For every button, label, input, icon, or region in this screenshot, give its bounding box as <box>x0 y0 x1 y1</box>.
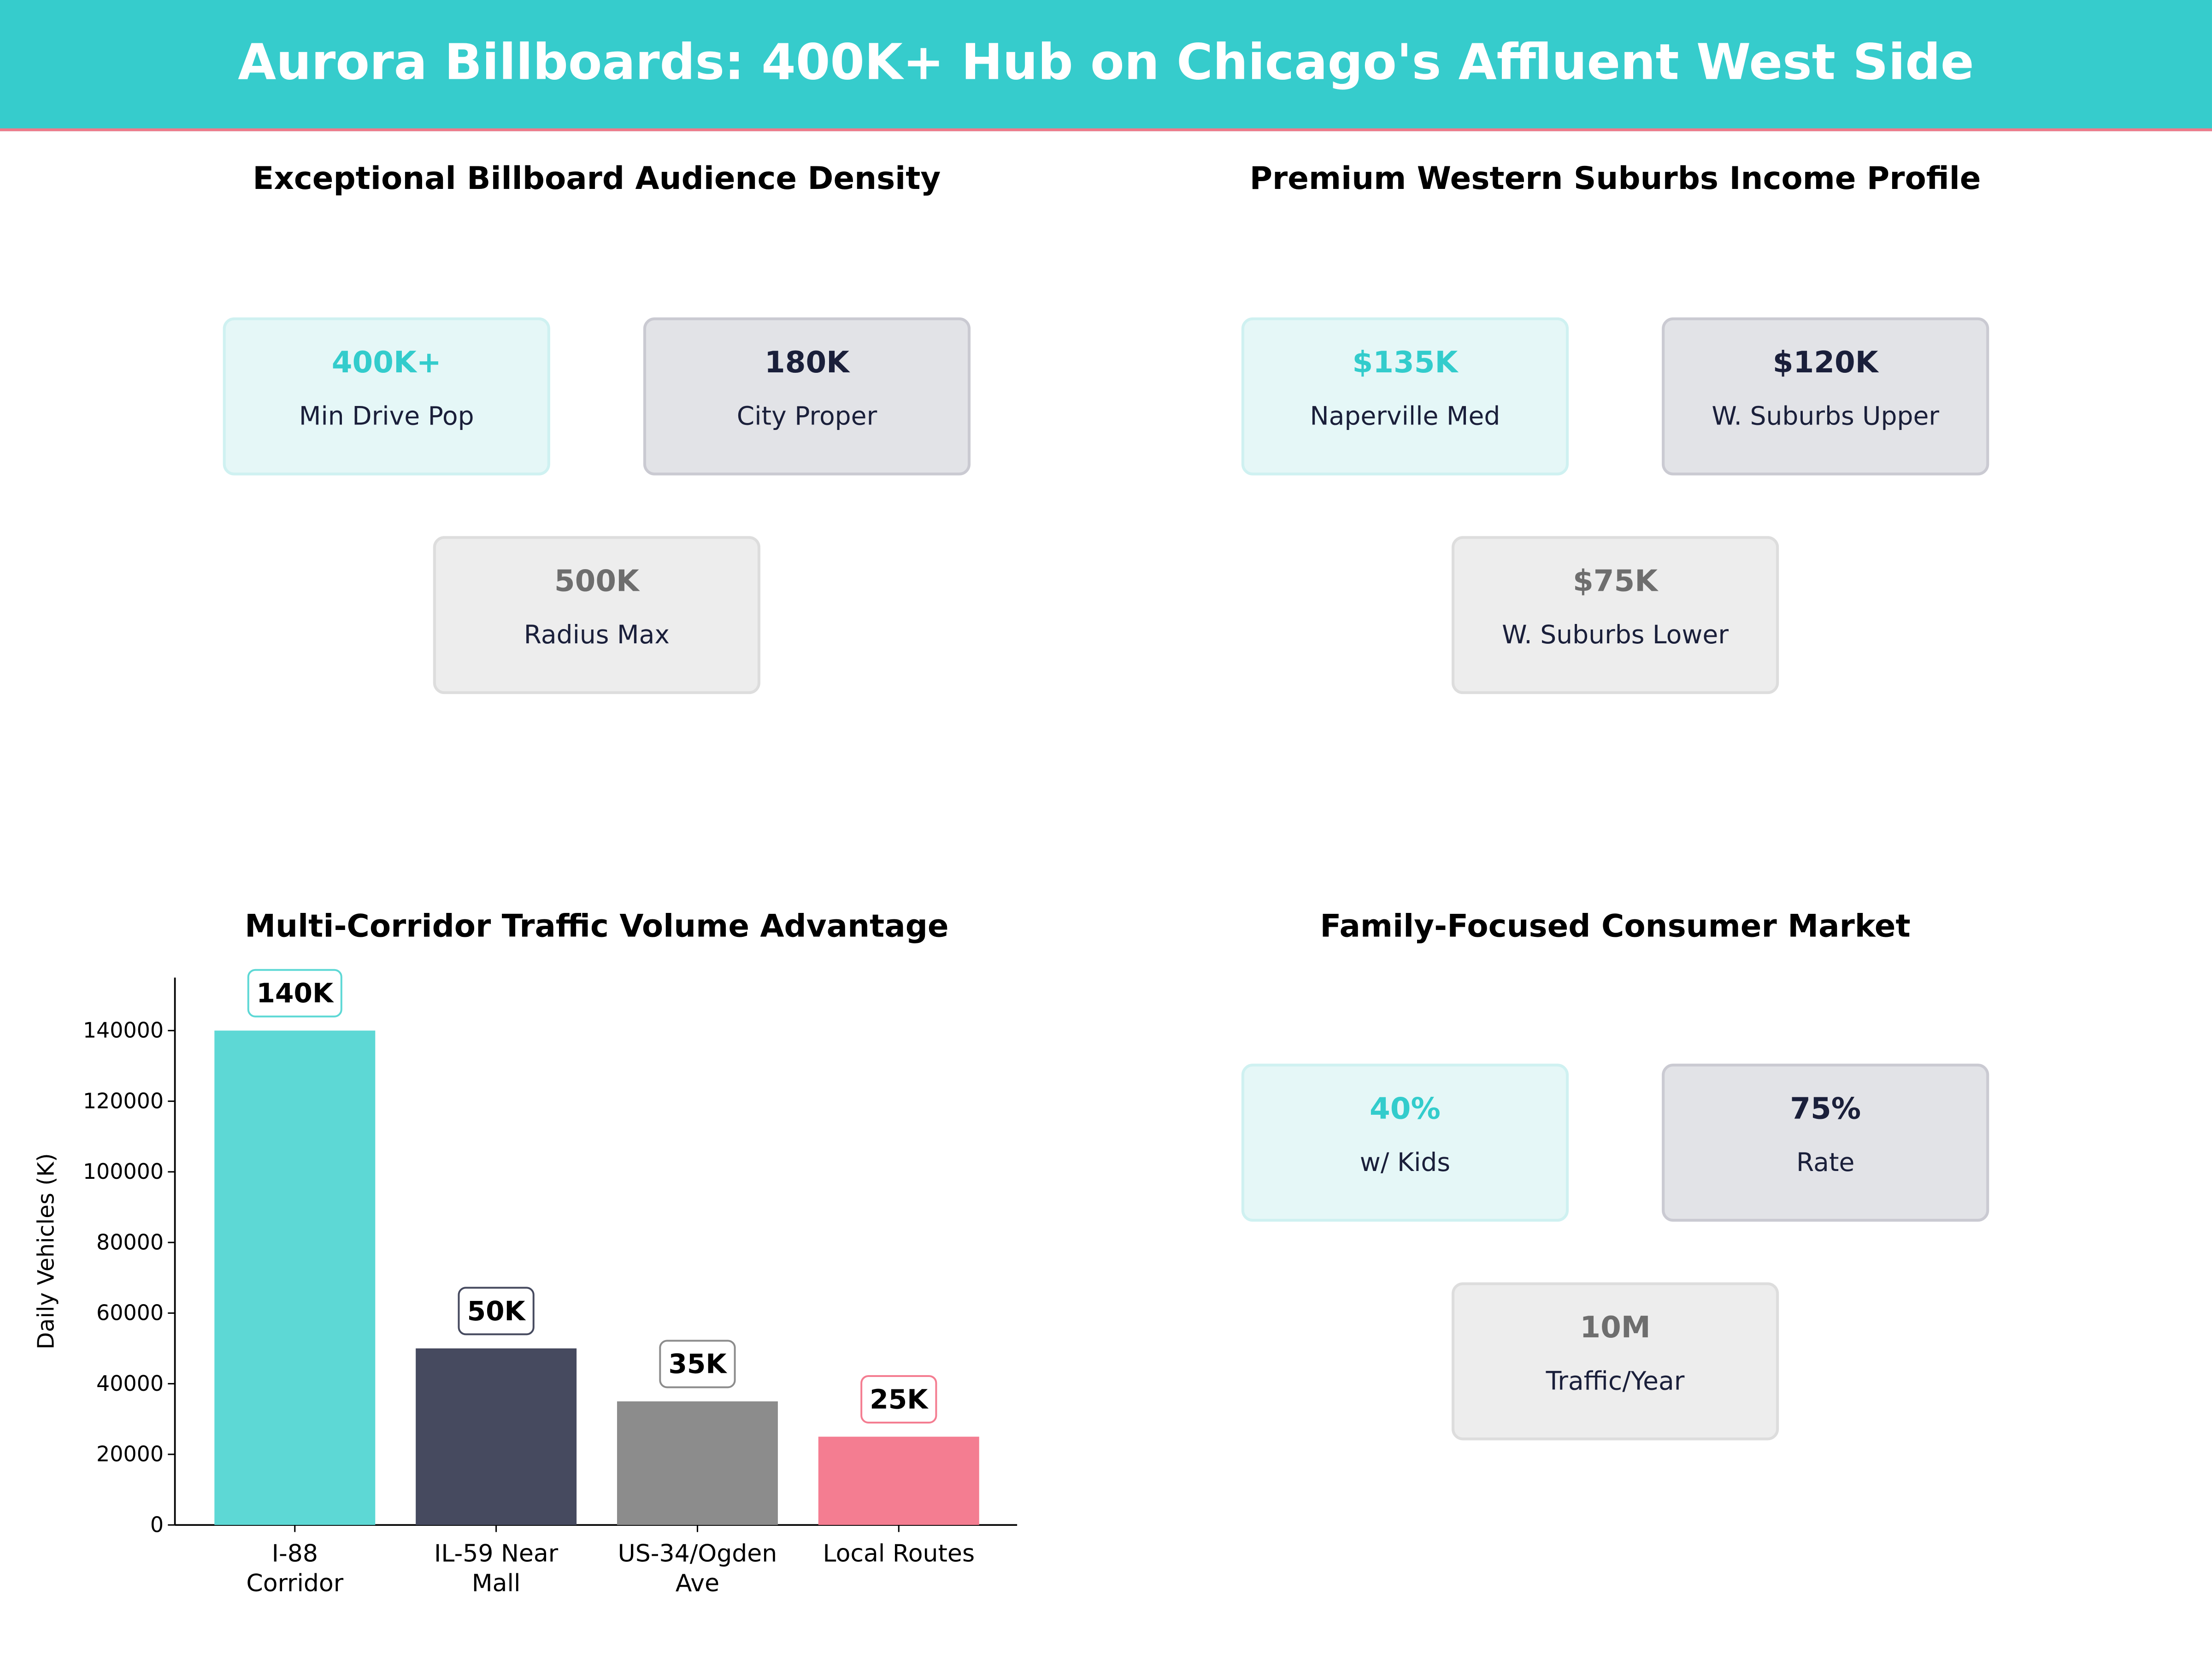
bar <box>818 1436 979 1525</box>
stat-card: 40% w/ Kids <box>1241 1064 1569 1222</box>
bar <box>214 1030 376 1525</box>
stat-card: $120K W. Suburbs Upper <box>1662 317 1989 476</box>
stat-card: 180K City Proper <box>643 317 971 476</box>
stat-card: $75K W. Suburbs Lower <box>1451 536 1779 694</box>
data-label: 25K <box>870 1383 929 1415</box>
stat-label: Min Drive Pop <box>299 402 474 432</box>
stat-value: 10M <box>1580 1310 1651 1345</box>
stat-value: 40% <box>1369 1092 1441 1126</box>
data-label: 140K <box>257 977 334 1009</box>
stat-label: W. Suburbs Upper <box>1712 402 1940 432</box>
y-tick-label: 80000 <box>96 1230 164 1254</box>
panel-title-income: Premium Western Suburbs Income Profile <box>1249 162 1981 198</box>
y-axis-label: Daily Vehicles (K) <box>33 1153 59 1349</box>
y-tick-label: 20000 <box>96 1441 164 1466</box>
panel-title-audience: Exceptional Billboard Audience Density <box>253 162 941 198</box>
stat-value: 400K+ <box>331 345 441 380</box>
stat-value: 75% <box>1790 1092 1861 1126</box>
page-title: Aurora Billboards: 400K+ Hub on Chicago'… <box>238 35 1974 92</box>
stat-card: 10M Traffic/Year <box>1451 1282 1779 1441</box>
panel-title-family: Family-Focused Consumer Market <box>1320 910 1911 946</box>
x-tick-label: I-88 Corridor <box>246 1540 343 1597</box>
x-tick-label: US-34/Ogden Ave <box>618 1540 777 1597</box>
chart-title: Multi-Corridor Traffic Volume Advantage <box>245 910 949 946</box>
y-tick-label: 100000 <box>83 1159 164 1184</box>
y-tick-label: 60000 <box>96 1300 164 1325</box>
data-label: 35K <box>668 1348 727 1380</box>
stat-value: $120K <box>1772 345 1878 380</box>
stat-label: Rate <box>1796 1148 1855 1178</box>
stat-card: $135K Naperville Med <box>1241 317 1569 476</box>
stat-label: W. Suburbs Lower <box>1502 620 1729 651</box>
y-tick-label: 40000 <box>96 1371 164 1396</box>
data-label: 50K <box>467 1295 526 1327</box>
x-tick-label: Local Routes <box>823 1540 975 1568</box>
x-tick-label: IL-59 Near Mall <box>434 1540 559 1597</box>
stat-value: 180K <box>764 345 849 380</box>
y-tick-label: 0 <box>150 1512 164 1537</box>
bar <box>416 1348 577 1525</box>
stat-label: City Proper <box>736 402 877 432</box>
stat-value: 500K <box>554 564 639 598</box>
header-banner: Aurora Billboards: 400K+ Hub on Chicago'… <box>0 0 2212 131</box>
stat-card: 75% Rate <box>1662 1064 1989 1222</box>
stat-label: Traffic/Year <box>1546 1367 1685 1397</box>
y-tick-label: 140000 <box>83 1018 164 1043</box>
data-label-box <box>860 1375 937 1424</box>
stat-value: $75K <box>1573 564 1658 598</box>
stat-label: Naperville Med <box>1310 402 1500 432</box>
data-label-box <box>247 969 342 1018</box>
bar <box>617 1401 778 1525</box>
stat-label: Radius Max <box>524 620 670 651</box>
stat-card: 400K+ Min Drive Pop <box>223 317 550 476</box>
data-label-box <box>458 1287 535 1335</box>
y-tick-label: 120000 <box>83 1088 164 1113</box>
data-label-box <box>659 1340 736 1388</box>
stat-label: w/ Kids <box>1359 1148 1451 1178</box>
stat-value: $135K <box>1352 345 1458 380</box>
stat-card: 500K Radius Max <box>433 536 760 694</box>
